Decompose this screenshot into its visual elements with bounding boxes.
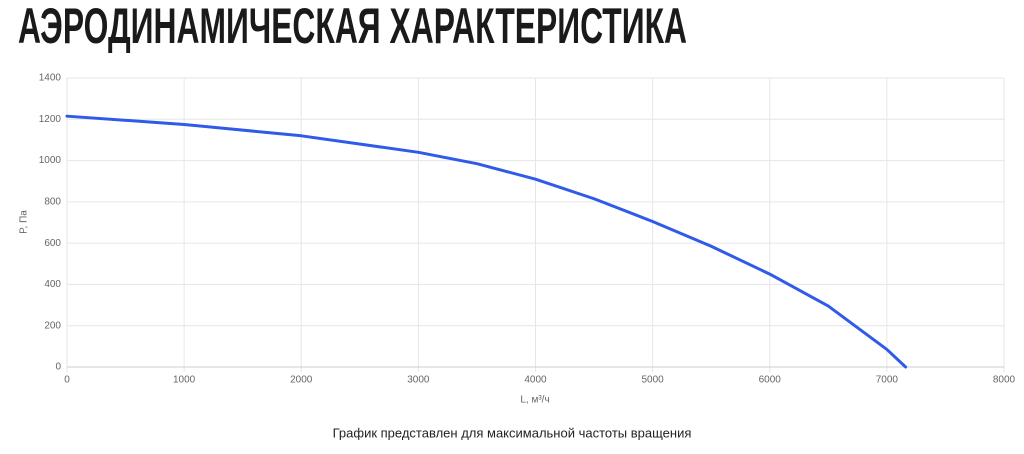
caption: График представлен для максимальной част… [333,425,692,440]
y-tick-label: 1000 [39,155,62,166]
x-tick-label: 5000 [642,375,665,386]
y-tick-label: 1400 [39,73,62,84]
x-tick-label: 6000 [759,375,782,386]
y-tick-label: 400 [44,279,61,290]
y-tick-label: 800 [44,196,61,207]
x-tick-label: 3000 [407,375,430,386]
x-tick-label: 1000 [173,375,196,386]
x-axis-label: L, м³/ч [520,395,549,406]
data-line [65,114,908,369]
chart-title: АЭРОДИНАМИЧЕСКАЯ ХАРАКТЕРИСТИКА [18,0,687,54]
y-tick-label: 200 [44,320,61,331]
y-tick-label: 0 [55,362,61,373]
y-tick-label: 1200 [39,114,62,125]
x-tick-label: 4000 [524,375,547,386]
y-tick-label: 600 [44,238,61,249]
x-tick-label: 0 [64,375,70,386]
x-tick-label: 8000 [993,375,1016,386]
y-axis-label: P, Па [19,210,30,234]
x-tick-label: 2000 [290,375,313,386]
x-tick-label: 7000 [876,375,899,386]
